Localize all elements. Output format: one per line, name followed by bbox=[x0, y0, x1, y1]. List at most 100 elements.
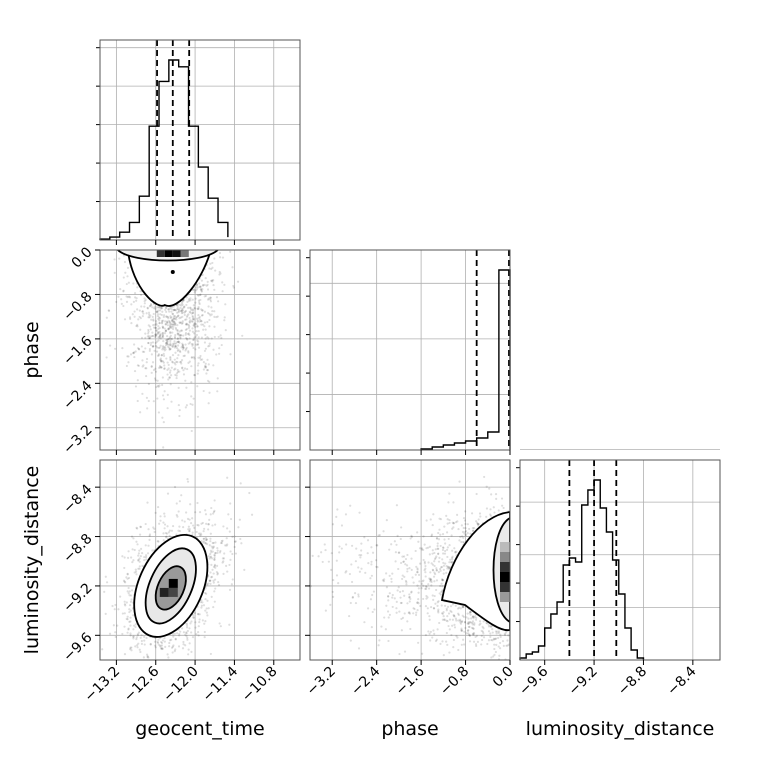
scatter-luminosity-distance-geocent-time-point bbox=[211, 541, 214, 545]
scatter-luminosity-distance-phase-point bbox=[472, 627, 475, 630]
scatter-phase-geocent-time-point bbox=[161, 326, 165, 329]
scatter-luminosity-distance-phase-point bbox=[458, 480, 461, 483]
scatter-luminosity-distance-phase-point bbox=[472, 633, 475, 636]
scatter-phase-geocent-time-point bbox=[177, 403, 180, 407]
scatter-luminosity-distance-phase-point bbox=[363, 621, 366, 624]
scatter-luminosity-distance-phase-point bbox=[476, 640, 480, 643]
scatter-phase-geocent-time-point bbox=[196, 319, 199, 322]
scatter-luminosity-distance-geocent-time-point bbox=[174, 637, 177, 640]
scatter-phase-geocent-time-point bbox=[140, 336, 144, 339]
scatter-phase-geocent-time-point bbox=[156, 310, 159, 314]
scatter-luminosity-distance-geocent-time-point bbox=[185, 622, 188, 625]
scatter-phase-geocent-time-point bbox=[170, 319, 173, 322]
scatter-luminosity-distance-phase-point bbox=[351, 596, 354, 599]
scatter-phase-geocent-time-point bbox=[188, 360, 191, 363]
scatter-phase-geocent-time-point bbox=[185, 323, 188, 326]
scatter-phase-geocent-time-point bbox=[169, 369, 172, 372]
scatter-luminosity-distance-phase-point bbox=[503, 632, 506, 635]
scatter-phase-geocent-time-point bbox=[200, 279, 204, 282]
scatter-phase-geocent-time-point bbox=[145, 357, 149, 361]
scatter-phase-geocent-time-point bbox=[155, 310, 158, 313]
scatter-luminosity-distance-phase-point bbox=[409, 537, 412, 540]
scatter-luminosity-distance-phase-point bbox=[441, 548, 445, 552]
scatter-phase-geocent-time-point bbox=[193, 291, 196, 294]
scatter-phase-geocent-time-point bbox=[187, 350, 190, 353]
scatter-phase-geocent-time-point bbox=[166, 343, 169, 346]
scatter-luminosity-distance-phase-point bbox=[369, 598, 373, 601]
scatter-luminosity-distance-geocent-time-point bbox=[138, 560, 141, 563]
scatter-luminosity-distance-geocent-time-point bbox=[209, 579, 212, 582]
scatter-luminosity-distance-phase-point bbox=[504, 631, 508, 634]
scatter-phase-geocent-time-point bbox=[174, 345, 178, 348]
scatter-phase-geocent-time-point bbox=[161, 319, 165, 322]
scatter-phase-geocent-time-point bbox=[206, 358, 209, 361]
scatter-phase-geocent-time-point bbox=[158, 364, 162, 368]
scatter-luminosity-distance-phase-point bbox=[428, 618, 431, 621]
scatter-luminosity-distance-geocent-time-point bbox=[143, 643, 146, 646]
scatter-luminosity-distance-geocent-time-point bbox=[129, 646, 132, 649]
scatter-luminosity-distance-geocent-time-point bbox=[146, 552, 150, 555]
scatter-phase-geocent-time-point bbox=[152, 324, 155, 327]
scatter-phase-geocent-time-point bbox=[156, 315, 159, 318]
scatter-luminosity-distance-geocent-time-point bbox=[193, 526, 196, 529]
scatter-luminosity-distance-phase-point bbox=[350, 563, 353, 566]
scatter-luminosity-distance-geocent-time-point bbox=[180, 494, 183, 497]
scatter-phase-geocent-time-point bbox=[154, 367, 157, 370]
scatter-luminosity-distance-phase-point bbox=[420, 547, 424, 550]
scatter-phase-geocent-time-point bbox=[213, 315, 216, 318]
scatter-luminosity-distance-phase-point bbox=[437, 547, 440, 550]
scatter-phase-geocent-time-point bbox=[113, 258, 116, 261]
scatter-luminosity-distance-phase-point bbox=[433, 632, 436, 635]
scatter-luminosity-distance-geocent-time-point bbox=[148, 533, 152, 536]
scatter-luminosity-distance-geocent-time-point bbox=[207, 607, 210, 610]
scatter-luminosity-distance-geocent-time-point bbox=[194, 511, 197, 514]
scatter-phase-geocent-time-point bbox=[206, 311, 210, 315]
scatter-luminosity-distance-phase-point bbox=[417, 591, 420, 594]
scatter-luminosity-distance-geocent-time-point bbox=[205, 538, 208, 541]
scatter-luminosity-distance-geocent-time-point bbox=[160, 646, 163, 650]
scatter-luminosity-distance-geocent-time-point bbox=[168, 639, 172, 642]
scatter-luminosity-distance-phase-point bbox=[467, 632, 470, 635]
scatter-luminosity-distance-phase-point bbox=[450, 534, 453, 537]
scatter-luminosity-distance-phase-point bbox=[442, 552, 445, 555]
scatter-luminosity-distance-phase-point bbox=[506, 644, 509, 647]
scatter-luminosity-distance-phase-point bbox=[445, 565, 448, 568]
scatter-phase-geocent-time-point bbox=[196, 308, 200, 311]
scatter-luminosity-distance-phase-point bbox=[405, 564, 409, 567]
scatter-phase-geocent-time-point bbox=[169, 337, 172, 340]
scatter-luminosity-distance-phase-point bbox=[463, 532, 466, 535]
scatter-phase-geocent-time-point bbox=[155, 385, 158, 389]
scatter-luminosity-distance-geocent-time-point bbox=[157, 665, 159, 667]
scatter-phase-geocent-time-point bbox=[214, 269, 217, 272]
scatter-phase-geocent-time-point bbox=[181, 366, 184, 369]
scatter-phase-geocent-time-point bbox=[178, 341, 181, 344]
scatter-luminosity-distance-geocent-time-point bbox=[162, 532, 165, 535]
scatter-phase-geocent-time-point bbox=[177, 308, 180, 311]
scatter-luminosity-distance-phase-point bbox=[487, 623, 490, 626]
scatter-luminosity-distance-geocent-time-point bbox=[210, 506, 213, 510]
scatter-phase-geocent-time-point bbox=[175, 372, 179, 375]
scatter-luminosity-distance-phase-point bbox=[431, 636, 434, 639]
scatter-luminosity-distance-phase-point bbox=[422, 558, 425, 562]
scatter-phase-geocent-time-point bbox=[203, 349, 207, 352]
scatter-luminosity-distance-phase-point bbox=[329, 603, 332, 607]
scatter-luminosity-distance-phase-point bbox=[464, 527, 467, 530]
scatter-phase-geocent-time-point bbox=[196, 364, 200, 367]
scatter-luminosity-distance-phase-point bbox=[457, 527, 460, 531]
scatter-luminosity-distance-phase-point bbox=[486, 642, 489, 646]
scatter-luminosity-distance-phase-point bbox=[338, 551, 341, 554]
scatter-luminosity-distance-phase-point bbox=[507, 643, 510, 646]
scatter-luminosity-distance-geocent-time-point bbox=[210, 576, 213, 579]
scatter-luminosity-distance-phase-point bbox=[358, 553, 361, 557]
scatter-luminosity-distance-geocent-time-yticklabel-2: −8.8 bbox=[60, 531, 95, 566]
scatter-luminosity-distance-geocent-time-point bbox=[209, 537, 212, 540]
scatter-luminosity-distance-phase-point bbox=[439, 566, 443, 569]
scatter-luminosity-distance-geocent-time-yticklabel-1: −9.2 bbox=[60, 580, 95, 615]
scatter-luminosity-distance-phase-point bbox=[441, 585, 444, 588]
scatter-phase-geocent-time-point bbox=[210, 246, 212, 248]
scatter-phase-geocent-time-point bbox=[133, 351, 136, 354]
scatter-luminosity-distance-phase-point bbox=[424, 587, 427, 590]
scatter-luminosity-distance-phase-point bbox=[385, 518, 388, 522]
scatter-phase-geocent-time-point bbox=[172, 315, 175, 318]
scatter-luminosity-distance-geocent-time-point bbox=[130, 535, 134, 538]
